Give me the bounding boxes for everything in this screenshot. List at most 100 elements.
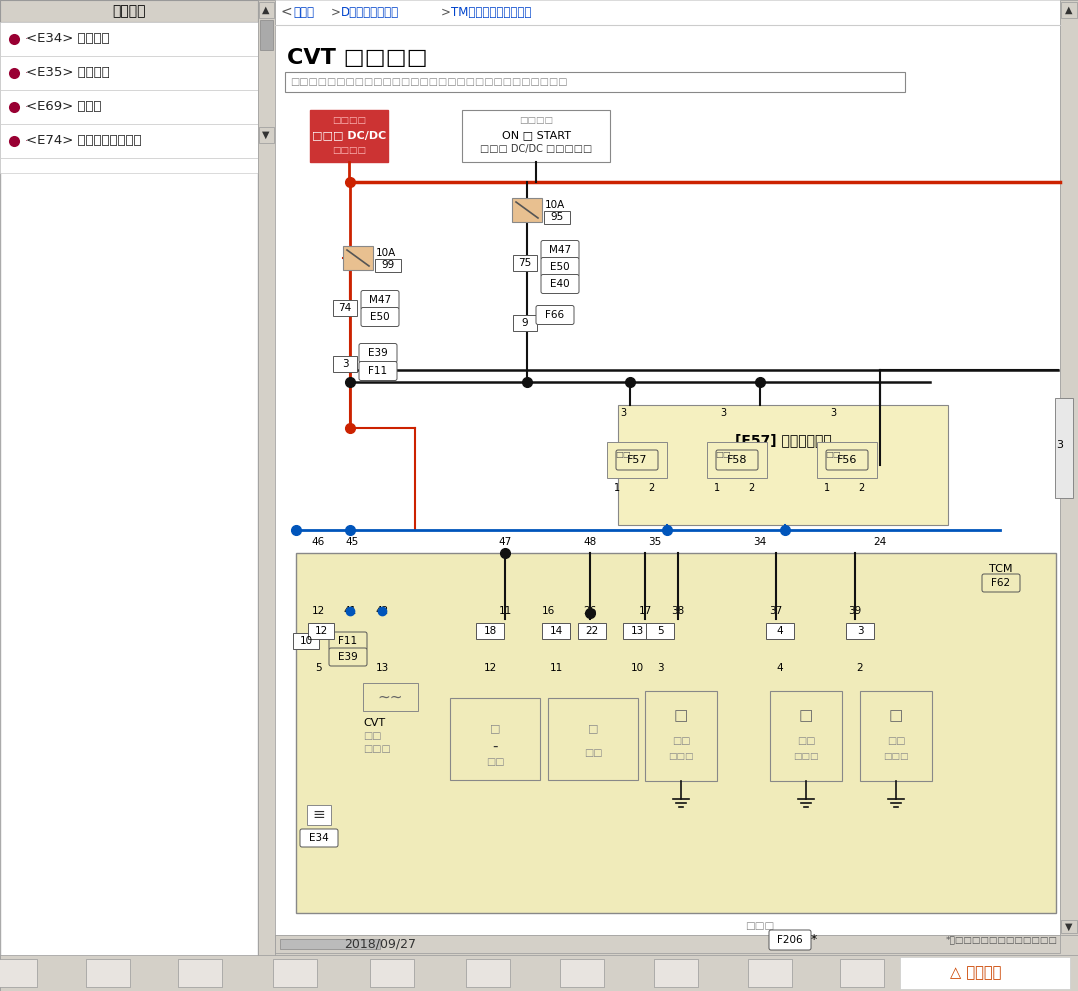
Bar [308, 623, 334, 639]
Text: 1: 1 [714, 483, 720, 493]
Text: □: □ [889, 709, 903, 723]
Bar [846, 623, 874, 639]
Text: 34: 34 [754, 537, 766, 547]
Text: 10: 10 [300, 636, 313, 646]
Text: □□□: □□□ [668, 751, 694, 760]
Text: □□□: □□□ [793, 751, 819, 760]
Text: □□: □□ [825, 451, 841, 460]
Text: 3: 3 [720, 408, 727, 418]
Text: *：□□□□□□□□□□□□: *：□□□□□□□□□□□□ [946, 936, 1058, 944]
Text: □: □ [674, 709, 688, 723]
Text: F62: F62 [992, 578, 1010, 588]
Text: 12: 12 [483, 663, 497, 673]
Text: 99: 99 [382, 260, 395, 270]
Text: 42: 42 [375, 606, 389, 616]
Text: E39: E39 [338, 652, 358, 662]
Text: 16: 16 [541, 606, 554, 616]
Text: 10A: 10A [545, 200, 565, 210]
Bar [258, 0, 275, 991]
Text: 26: 26 [583, 606, 596, 616]
Text: ~~: ~~ [377, 690, 403, 705]
FancyBboxPatch shape [329, 632, 367, 650]
Text: 电路图: 电路图 [293, 6, 314, 19]
Text: >: > [331, 6, 341, 19]
Text: 75: 75 [519, 258, 531, 268]
Text: 10: 10 [631, 663, 644, 673]
Text: E34: E34 [309, 833, 329, 843]
FancyBboxPatch shape [300, 829, 338, 847]
Text: <E74> 电动机油泵继电器: <E74> 电动机油泵继电器 [26, 135, 141, 148]
Text: >: > [441, 6, 451, 19]
Text: 2: 2 [858, 483, 865, 493]
Bar [1061, 2, 1077, 18]
Bar [817, 442, 877, 478]
Text: 11: 11 [498, 606, 512, 616]
Bar [548, 698, 638, 780]
Text: *: * [811, 934, 817, 946]
Bar [607, 442, 667, 478]
Text: 38: 38 [672, 606, 685, 616]
Text: 24: 24 [873, 537, 886, 547]
Text: 4: 4 [776, 663, 784, 673]
Text: E39: E39 [368, 348, 388, 358]
Text: F206: F206 [777, 935, 803, 945]
Bar [623, 623, 651, 639]
Bar [513, 255, 537, 271]
Text: □□□□: □□□□ [332, 146, 367, 155]
Text: F11: F11 [338, 636, 358, 646]
Text: -: - [493, 738, 498, 753]
Text: □: □ [489, 723, 500, 733]
FancyBboxPatch shape [536, 305, 573, 324]
Text: CVT □□□□: CVT □□□□ [287, 48, 428, 68]
Bar [645, 691, 717, 781]
Text: 2: 2 [648, 483, 654, 493]
Bar [559, 959, 604, 987]
Text: ●: ● [26, 106, 27, 107]
Text: 9: 9 [522, 318, 528, 328]
FancyBboxPatch shape [541, 275, 579, 293]
FancyBboxPatch shape [359, 344, 397, 363]
Text: 13: 13 [375, 663, 389, 673]
Text: □: □ [799, 709, 813, 723]
Text: 10A: 10A [376, 248, 397, 258]
Text: 5: 5 [315, 663, 321, 673]
Bar [0, 955, 1078, 991]
Text: TM变速驱动桥和变速箱: TM变速驱动桥和变速箱 [451, 6, 531, 19]
Text: 41: 41 [344, 606, 357, 616]
Text: F58: F58 [727, 455, 747, 465]
Bar [260, 20, 273, 50]
Text: ON □ START: ON □ START [501, 130, 570, 140]
Text: 46: 46 [312, 537, 324, 547]
Text: □□: □□ [363, 731, 382, 741]
Text: □□□ DC/DC □□□□□: □□□ DC/DC □□□□□ [480, 144, 592, 154]
Bar [293, 633, 319, 649]
Bar [259, 127, 274, 143]
Text: □□□□: □□□□ [519, 117, 553, 126]
FancyBboxPatch shape [361, 307, 399, 326]
Text: 12: 12 [312, 606, 324, 616]
Bar [900, 957, 1070, 989]
Bar [513, 315, 537, 331]
Text: TCM: TCM [990, 564, 1012, 574]
Bar [370, 959, 414, 987]
Bar [307, 805, 331, 825]
Text: 3: 3 [342, 359, 348, 369]
FancyBboxPatch shape [826, 450, 868, 470]
Bar [0, 56, 258, 90]
Text: 3: 3 [830, 408, 837, 418]
Text: 2: 2 [748, 483, 755, 493]
Text: □: □ [588, 723, 598, 733]
Bar [466, 959, 510, 987]
Text: 22: 22 [585, 626, 598, 636]
Bar [0, 124, 258, 158]
Text: 74: 74 [338, 303, 351, 313]
Text: 3: 3 [657, 663, 663, 673]
FancyBboxPatch shape [769, 930, 811, 950]
Bar [0, 0, 258, 991]
Text: 3: 3 [857, 626, 863, 636]
Bar [618, 405, 948, 525]
Text: 39: 39 [848, 606, 861, 616]
Text: 接头列表: 接头列表 [112, 4, 146, 18]
Text: 47: 47 [498, 537, 512, 547]
Text: 2018/09/27: 2018/09/27 [344, 937, 416, 950]
